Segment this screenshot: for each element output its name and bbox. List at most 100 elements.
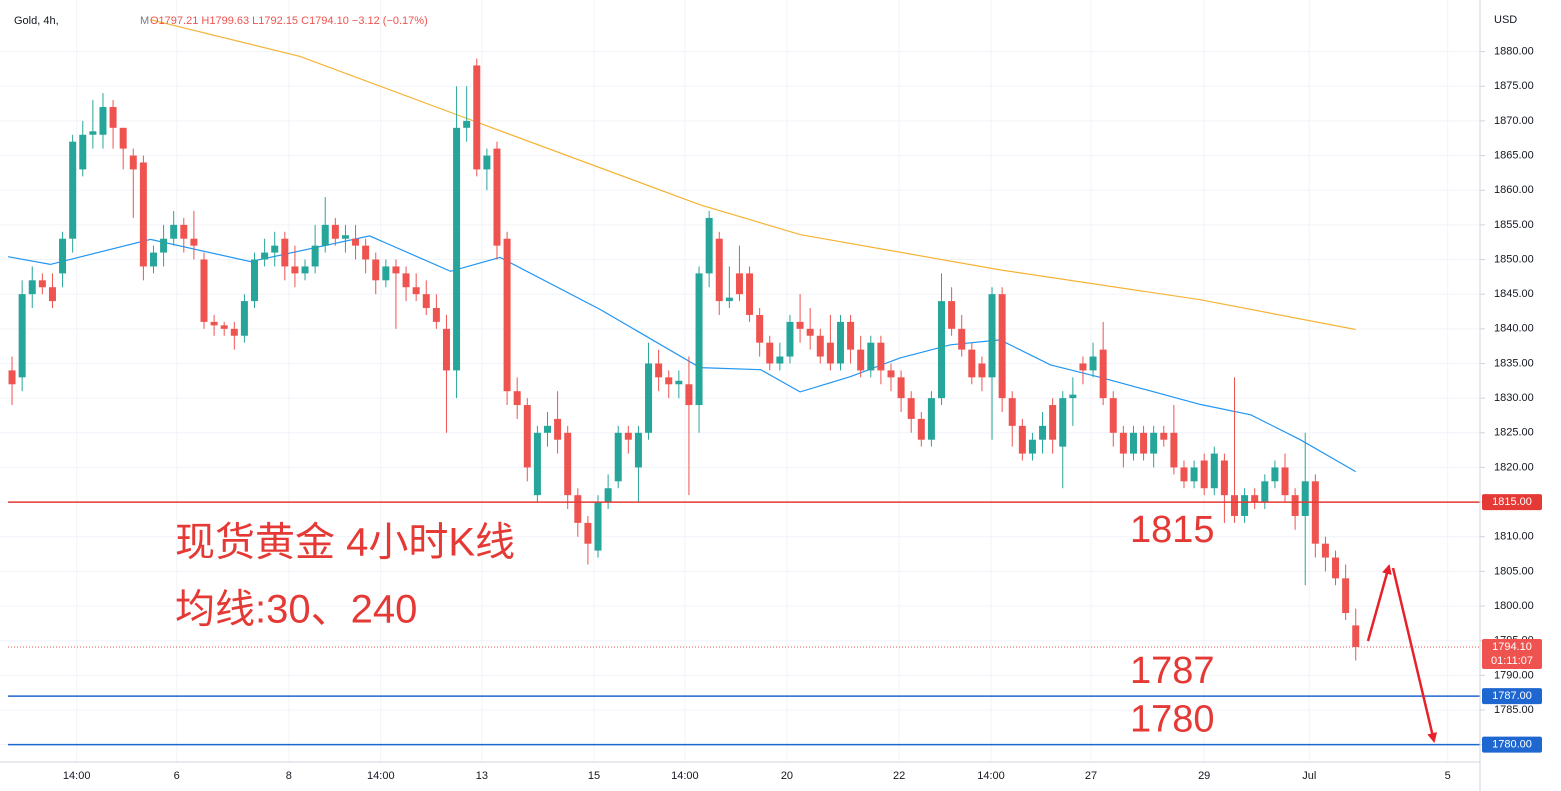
candle-body (1150, 432, 1158, 454)
y-tick-label: 1860.00 (1494, 184, 1534, 196)
y-tick-label: 1875.00 (1494, 80, 1534, 92)
candle-body (170, 224, 178, 239)
candle-body (584, 522, 592, 544)
close: C1794.10 (301, 15, 349, 27)
candle-body (1099, 349, 1107, 399)
candle-body (533, 432, 541, 496)
candle-body (938, 301, 946, 399)
candle-body (1281, 467, 1289, 496)
candle-body (180, 224, 188, 239)
candle-body (554, 418, 562, 440)
candle-body (1301, 481, 1309, 516)
y-tick-label: 1880.00 (1494, 45, 1534, 57)
y-tick-label: 1820.00 (1494, 461, 1534, 473)
candle-body (503, 238, 511, 392)
candle-body (766, 342, 774, 364)
x-tick-label: 13 (476, 770, 488, 782)
candle-body (109, 107, 117, 128)
candle-body (230, 328, 238, 336)
level-annotation: 1815 (1130, 509, 1215, 551)
moving-average (7, 235, 1356, 473)
candle-body (927, 398, 935, 440)
candle-body (412, 287, 420, 295)
candle-body (655, 363, 663, 378)
candle-body (240, 301, 248, 336)
candle-body (1291, 495, 1299, 516)
level-label: 1780.00 (1492, 739, 1532, 751)
candle-body (897, 377, 905, 399)
candle-body (119, 127, 127, 149)
high: H1799.63 (201, 15, 249, 27)
candle-body (836, 321, 844, 364)
low: L1792.15 (252, 15, 298, 27)
level-label-box (1482, 494, 1542, 511)
candle-body (1059, 398, 1067, 447)
candle-body (816, 335, 824, 357)
candle-body (139, 162, 147, 267)
candle-body (796, 321, 804, 329)
candle-body (1109, 398, 1117, 433)
candle-body (321, 224, 329, 246)
x-tick-label: 14:00 (63, 770, 91, 782)
x-tick-label: 29 (1198, 770, 1210, 782)
candle-body (725, 297, 733, 302)
candle-body (513, 391, 521, 406)
countdown: 01:11:07 (1491, 655, 1533, 667)
candle-body (432, 308, 440, 322)
candle-body (735, 273, 743, 295)
candle-body (1170, 432, 1178, 468)
candle-body (917, 418, 925, 440)
last-price-box (1482, 638, 1542, 669)
candle-body (372, 259, 380, 281)
candle-body (614, 432, 622, 482)
x-tick-label: 27 (1085, 770, 1097, 782)
candle-body (493, 148, 501, 246)
annotation: 现货黄金 4小时K线 (175, 521, 515, 565)
candle-body (1251, 495, 1259, 503)
candle-body (857, 349, 865, 371)
moving-average (150, 19, 1356, 331)
x-tick-label: 14:00 (367, 770, 395, 782)
level-annotation: 1780 (1130, 699, 1215, 741)
candle-body (1089, 356, 1097, 371)
currency: USD (1494, 14, 1517, 26)
candle-body (806, 328, 814, 336)
candle-body (382, 266, 390, 281)
candle-body (887, 370, 895, 378)
axes: 1780.001785.001790.001795.001800.001805.… (63, 45, 1542, 782)
candle-body (988, 294, 996, 378)
arrow (1366, 564, 1392, 642)
change: −3.12 (−0.17%) (352, 15, 428, 27)
y-tick-label: 1850.00 (1494, 253, 1534, 265)
candle-body (463, 120, 471, 128)
candle-body (1321, 543, 1329, 558)
candle-body (453, 127, 461, 371)
y-tick-label: 1845.00 (1494, 288, 1534, 300)
candle-body (220, 325, 228, 329)
candle-body (261, 252, 269, 260)
x-tick-label: 8 (286, 770, 292, 782)
x-tick-label: 6 (174, 770, 180, 782)
x-tick-label: 22 (893, 770, 905, 782)
y-tick-label: 1835.00 (1494, 357, 1534, 369)
candle-body (69, 141, 77, 239)
level-label-box (1482, 736, 1542, 753)
y-tick-label: 1870.00 (1494, 115, 1534, 127)
x-tick-label: 20 (781, 770, 793, 782)
candle-body (442, 328, 450, 371)
y-tick-label: 1830.00 (1494, 392, 1534, 404)
candle-body (38, 280, 46, 288)
candle-body (746, 273, 754, 315)
level-label: 1787.00 (1492, 690, 1532, 702)
candle-body (968, 349, 976, 378)
candle-body (1140, 432, 1148, 454)
candle-body (18, 294, 26, 378)
candle-body (362, 245, 370, 260)
annotation: 均线:30、240 (175, 588, 417, 632)
header: Gold, 4h, M O1797.21 H1799.63 L1792.15 C… (14, 15, 428, 27)
candle-body (1119, 432, 1127, 454)
candle-body (877, 342, 885, 371)
candle-body (685, 384, 693, 406)
candle-body (89, 131, 97, 135)
candle-body (1271, 467, 1279, 482)
